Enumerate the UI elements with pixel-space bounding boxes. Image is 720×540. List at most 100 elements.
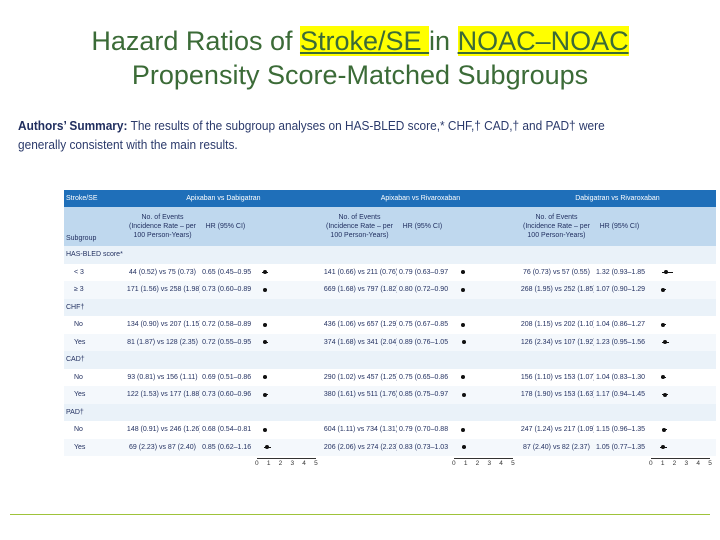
hr-cell: 0.75 (0.65–0.86)	[399, 373, 448, 381]
axis-spacer	[124, 456, 201, 476]
hazard-ratio-point	[661, 375, 666, 380]
hazard-ratio-point	[662, 392, 667, 397]
forest-plot-cell	[645, 369, 716, 387]
events-cell: 156 (1.10) vs 153 (1.07)	[520, 373, 595, 381]
events-cell: 290 (1.02) vs 457 (1.25)	[323, 373, 398, 381]
hr-cell: 0.83 (0.73–1.03)	[397, 438, 448, 456]
x-axis-tick-label: 1	[266, 460, 271, 467]
hr-cell: 0.69 (0.51–0.86)	[202, 373, 251, 381]
hazard-ratio-point	[460, 375, 465, 380]
forest-plot-cell	[251, 264, 322, 282]
events-cell: 374 (1.68) vs 341 (2.04)	[321, 333, 398, 351]
plot-area	[651, 369, 710, 387]
hr-cell: 0.65 (0.45–0.95)	[202, 268, 251, 276]
events-cell: 87 (2.40) vs 82 (2.37)	[518, 438, 595, 456]
comparison-header-1: Apixaban vs Dabigatran	[124, 190, 322, 207]
title-line-1: Hazard Ratios of Stroke/SE in NOAC–NOAC	[0, 24, 720, 58]
axis-spacer	[518, 456, 595, 476]
plot-area	[651, 421, 710, 439]
events-cell: 604 (1.11) vs 734 (1.31)	[323, 426, 398, 434]
x-axis-tick-label: 3	[290, 460, 295, 467]
hazard-ratio-point	[264, 445, 269, 450]
forest-plot-cell	[644, 438, 716, 457]
subgroup-label: Yes	[64, 333, 125, 351]
plot-area	[257, 421, 316, 439]
plot-area	[454, 316, 513, 334]
forest-plot-cell	[448, 369, 519, 387]
hazard-ratio-point	[461, 392, 466, 397]
hr-cell: 1.07 (0.90–1.29)	[594, 281, 645, 299]
plot-area	[454, 369, 513, 387]
hazard-ratio-point	[664, 270, 669, 275]
x-axis-tick-label: 5	[708, 460, 712, 467]
plot-area	[257, 369, 316, 387]
forest-plot-cell	[250, 386, 322, 404]
subgroup-label: < 3	[74, 268, 84, 276]
events-cell: 141 (0.66) vs 211 (0.76)	[323, 268, 398, 276]
events-cell: 81 (1.87) vs 128 (2.35)	[124, 333, 201, 351]
table-row: No 93 (0.81) vs 156 (1.11) 0.69 (0.51–0.86…	[64, 369, 716, 387]
table-row: < 3 44 (0.52) vs 75 (0.73) 0.65 (0.45–0.95…	[64, 264, 716, 282]
hazard-ratio-point	[662, 427, 667, 432]
plot-area	[651, 264, 710, 282]
subgroup-label: ≥ 3	[64, 281, 125, 299]
hazard-ratio-point	[461, 287, 466, 292]
hr-cell: 0.79 (0.70–0.88)	[399, 426, 448, 434]
forest-plot-cell	[250, 438, 322, 457]
hr-cell: 0.72 (0.55–0.95)	[200, 333, 251, 351]
forest-plot-cell	[645, 421, 716, 439]
events-cell: 247 (1.24) vs 217 (1.09)	[520, 426, 595, 434]
subgroup-header: Subgroup	[64, 207, 125, 246]
x-axis-tick-label: 5	[314, 460, 318, 467]
events-cell: 380 (1.61) vs 511 (1.76)	[321, 386, 398, 404]
events-cell: 69 (2.23) vs 87 (2.40)	[124, 438, 201, 456]
hazard-ratio-point	[461, 270, 466, 275]
x-axis-line	[256, 458, 316, 459]
hr-cell: 1.04 (0.83–1.30)	[596, 373, 645, 381]
hazard-ratio-point	[460, 322, 465, 327]
events-cell: 44 (0.52) vs 75 (0.73)	[129, 268, 196, 276]
subgroup-label: No	[74, 321, 83, 329]
hr-cell: 0.75 (0.67–0.85)	[399, 321, 448, 329]
hazard-ratio-point	[661, 445, 666, 450]
plot-area	[454, 264, 513, 282]
forest-plot-cell	[447, 438, 519, 457]
forest-plot-cell	[644, 386, 716, 404]
group-label: HAS-BLED score*	[64, 246, 716, 264]
plot-area	[257, 439, 316, 457]
hr-cell: 0.80 (0.72–0.90)	[397, 281, 448, 299]
hazard-ratio-point	[461, 427, 466, 432]
plot-header	[250, 207, 322, 246]
plot-header	[644, 207, 716, 246]
plot-area	[454, 439, 513, 457]
events-cell: 122 (1.53) vs 177 (1.88)	[124, 386, 201, 404]
hazard-ratio-point	[263, 322, 268, 327]
bottom-rule	[10, 514, 710, 515]
hr-cell: 0.85 (0.75–0.97)	[397, 386, 448, 404]
forest-plot-cell	[250, 281, 322, 299]
hr-cell: 1.17 (0.94–1.45)	[594, 386, 645, 404]
x-axis-tick-label: 5	[511, 460, 515, 467]
events-header: No. of Events (Incidence Rate – per 100 …	[321, 207, 398, 246]
forest-plot-cell	[447, 386, 519, 404]
plot-area	[651, 439, 710, 457]
x-axis-line	[650, 458, 710, 459]
axis-spacer	[594, 456, 645, 476]
subgroup-label: No	[74, 373, 83, 381]
forest-plot-cell	[644, 281, 716, 299]
title-text-2: in	[429, 26, 458, 56]
hazard-ratio-point	[661, 322, 666, 327]
x-axis-tick-label: 2	[672, 460, 677, 467]
events-cell: 171 (1.56) vs 258 (1.98)	[124, 281, 201, 299]
summary-label: Authors’ Summary:	[18, 118, 128, 133]
table-row: Yes 81 (1.87) vs 128 (2.35) 0.72 (0.55–0.9…	[64, 333, 716, 351]
hazard-ratio-point	[661, 287, 666, 292]
group-row: PAD†	[64, 403, 716, 421]
hr-cell: 0.85 (0.62–1.16)	[200, 438, 251, 456]
plot-area	[454, 386, 513, 404]
hr-cell: 1.04 (0.86–1.27)	[596, 321, 645, 329]
slide-title: Hazard Ratios of Stroke/SE in NOAC–NOAC …	[0, 24, 720, 92]
